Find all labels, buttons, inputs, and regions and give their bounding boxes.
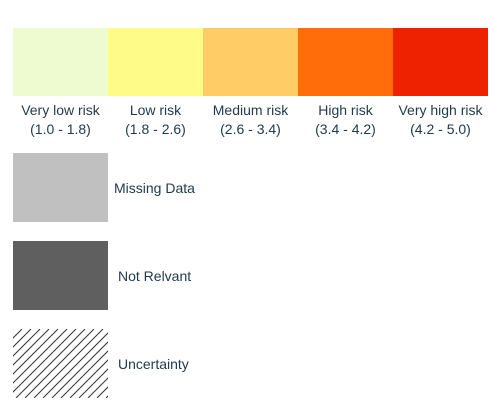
hatch-line: [13, 329, 59, 375]
risk-name: Very low risk: [21, 102, 100, 118]
hatch-line: [33, 329, 104, 398]
hatch-line: [69, 359, 108, 398]
hatch-line: [78, 368, 108, 398]
risk-name: High risk: [318, 102, 373, 118]
legend-item-uncertainty: Uncertainty: [13, 329, 189, 398]
risk-swatch-very-low: [13, 28, 108, 96]
risk-label-very-high: Very high risk (4.2 - 5.0): [398, 101, 482, 139]
risk-label-high: High risk (3.4 - 4.2): [315, 101, 376, 139]
hatch-line: [15, 329, 86, 398]
hatch-line: [42, 332, 108, 398]
risk-label-low: Low risk (1.8 - 2.6): [125, 101, 186, 139]
hatch-line: [87, 377, 108, 398]
hatch-line: [13, 329, 41, 357]
risk-category-very-low: Very low risk (1.0 - 1.8): [13, 28, 108, 139]
risk-range: (1.0 - 1.8): [30, 121, 91, 137]
risk-range: (2.6 - 3.4): [220, 121, 281, 137]
not-relevant-label: Not Relvant: [118, 267, 192, 284]
hatch-line: [13, 329, 32, 348]
risk-category-high: High risk (3.4 - 4.2): [298, 28, 393, 139]
hatch-line: [13, 329, 68, 384]
risk-label-very-low: Very low risk (1.0 - 1.8): [21, 101, 100, 139]
risk-range: (3.4 - 4.2): [315, 121, 376, 137]
risk-swatch-very-high: [393, 28, 488, 96]
not-relevant-swatch: [13, 241, 108, 310]
uncertainty-hatch-swatch: [13, 329, 108, 398]
legend-item-missing-data: Missing Data: [13, 153, 195, 222]
risk-swatch-high: [298, 28, 393, 96]
hatch-line: [51, 341, 108, 398]
risk-category-very-high: Very high risk (4.2 - 5.0): [393, 28, 488, 139]
risk-name: Low risk: [129, 102, 182, 118]
risk-category-medium: Medium risk (2.6 - 3.4): [203, 28, 298, 139]
missing-data-label: Missing Data: [114, 179, 195, 196]
uncertainty-label: Uncertainty: [118, 355, 189, 372]
risk-name: Very high risk: [398, 102, 483, 118]
hatch-line: [24, 329, 95, 398]
risk-label-medium: Medium risk (2.6 - 3.4): [213, 101, 288, 139]
risk-swatch-medium: [203, 28, 298, 96]
risk-name: Medium risk: [212, 102, 289, 118]
risk-range: (4.2 - 5.0): [410, 121, 471, 137]
hatch-line: [60, 350, 108, 398]
hatch-line: [13, 329, 77, 393]
missing-data-swatch: [13, 153, 108, 222]
risk-range: (1.8 - 2.6): [125, 121, 186, 137]
risk-category-low: Low risk (1.8 - 2.6): [108, 28, 203, 139]
risk-swatch-low: [108, 28, 203, 96]
hatch-line: [13, 329, 50, 366]
risk-scale: Very low risk (1.0 - 1.8) Low risk (1.8 …: [13, 28, 488, 139]
legend-item-not-relevant: Not Relvant: [13, 241, 191, 310]
